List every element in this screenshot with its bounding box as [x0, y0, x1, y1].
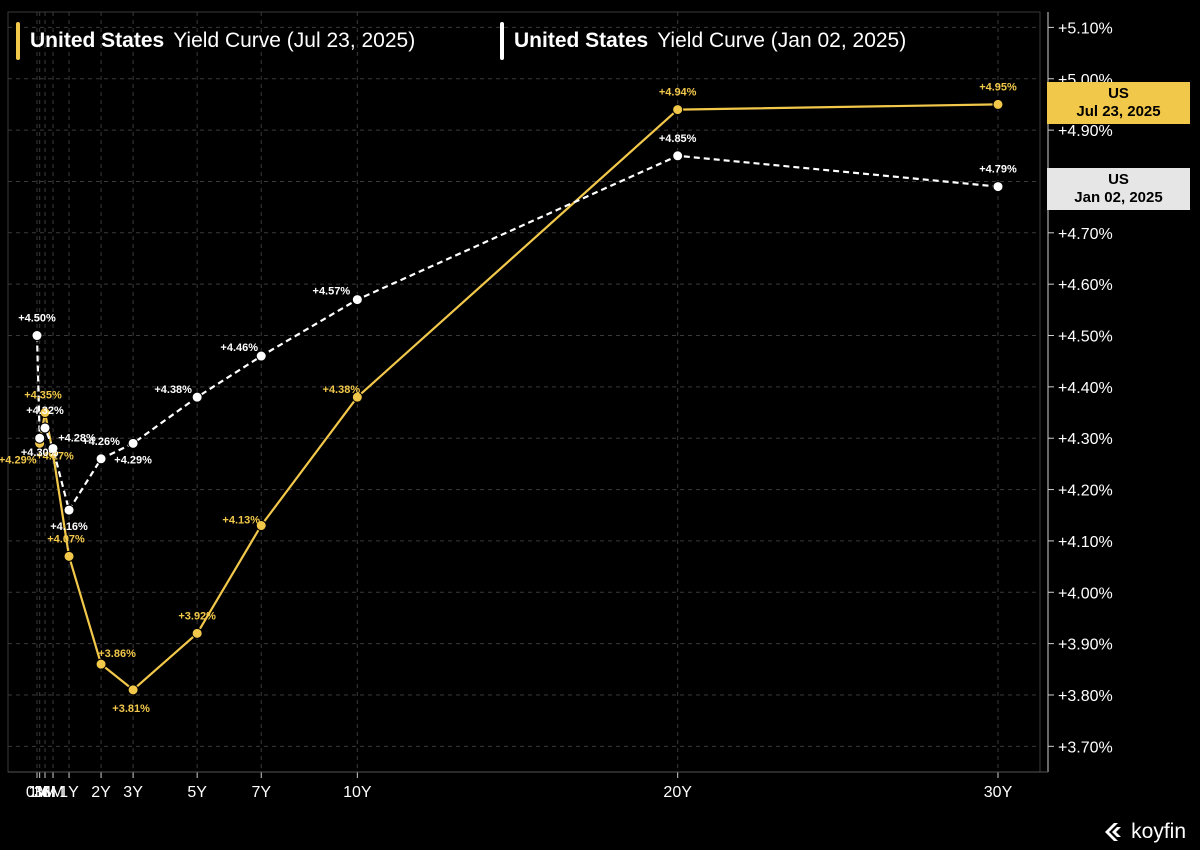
x-tick-label: 5Y: [187, 784, 207, 801]
data-point: [255, 520, 267, 532]
axes: +3.70% +3.80% +3.90% +4.00% +4.10% +4.20% +4.3…: [8, 12, 1113, 801]
data-label: +3.86%: [98, 648, 136, 660]
data-label: +4.57%: [313, 286, 351, 298]
data-label: +4.38%: [154, 384, 192, 396]
y-tick-label: +3.70%: [1058, 739, 1113, 756]
data-label: +4.16%: [50, 521, 88, 533]
last-value-badge-jul-2025: US Jul 23, 2025: [1047, 82, 1190, 124]
data-label: +4.30%: [21, 447, 59, 459]
legend-color-swatch: [500, 22, 504, 60]
data-point: [191, 391, 203, 403]
legend-country: United States: [30, 29, 165, 52]
legend-item-jul-2025[interactable]: United States Yield Curve (Jul 23, 2025): [16, 22, 415, 60]
series-line-0: [38, 103, 999, 692]
data-point: [351, 294, 363, 306]
x-tick-label: 20Y: [663, 784, 692, 801]
data-point: [31, 330, 43, 342]
x-tick-label: 30Y: [984, 784, 1013, 801]
data-label: +4.50%: [18, 313, 56, 325]
data-label: +4.46%: [220, 342, 258, 354]
koyfin-logo: koyfin: [1103, 820, 1186, 844]
y-tick-label: +4.60%: [1058, 277, 1113, 294]
legend-country: United States: [514, 29, 649, 52]
series-layer: [31, 98, 1004, 696]
data-point: [34, 432, 46, 444]
badge-line2: Jan 02, 2025: [1074, 189, 1163, 206]
data-label: +4.13%: [222, 515, 260, 527]
data-point: [47, 442, 59, 454]
data-label: +4.94%: [659, 87, 697, 99]
data-label: +4.26%: [82, 436, 120, 448]
data-point: [63, 504, 75, 516]
data-point: [191, 627, 203, 639]
data-point: [95, 658, 107, 670]
badge-line1: US: [1108, 171, 1129, 188]
data-point: [127, 684, 139, 696]
grid-lines: [7, 11, 1041, 773]
y-tick-label: +3.80%: [1058, 688, 1113, 705]
x-tick-label: 6M: [42, 784, 64, 801]
x-tick-label: 1Y: [59, 784, 79, 801]
y-tick-label: +4.20%: [1058, 483, 1113, 500]
y-tick-label: +4.70%: [1058, 226, 1113, 243]
x-tick-label: 7Y: [251, 784, 271, 801]
data-label: +4.07%: [47, 533, 85, 545]
y-tick-label: +4.00%: [1058, 585, 1113, 602]
data-point: [39, 422, 51, 434]
y-tick-label: +5.10%: [1058, 20, 1113, 37]
series-line-1: [35, 154, 999, 513]
data-label: +4.32%: [26, 405, 64, 417]
y-tick-label: +4.10%: [1058, 534, 1113, 551]
data-point: [95, 453, 107, 465]
data-point: [39, 407, 51, 419]
data-point: [255, 350, 267, 362]
x-tick-label: 0M: [26, 784, 48, 801]
data-label: +4.38%: [323, 384, 361, 396]
data-point: [992, 181, 1004, 193]
legend-item-jan-2025[interactable]: United States Yield Curve (Jan 02, 2025): [500, 22, 906, 60]
x-tick-label: 3Y: [123, 784, 143, 801]
badge-line1: US: [1108, 85, 1129, 102]
data-point: [63, 550, 75, 562]
y-tick-label: +4.30%: [1058, 431, 1113, 448]
koyfin-logo-text: koyfin: [1131, 820, 1186, 843]
data-label: +4.95%: [979, 81, 1017, 93]
data-label: +4.29%: [0, 454, 37, 466]
data-label: +4.79%: [979, 164, 1017, 176]
legend-label: Yield Curve (Jul 23, 2025): [173, 29, 416, 52]
legend-color-swatch: [16, 22, 20, 60]
koyfin-logo-icon: [1105, 823, 1122, 841]
data-label: +4.29%: [114, 454, 152, 466]
y-tick-label: +3.90%: [1058, 637, 1113, 654]
x-tick-label: 10Y: [343, 784, 372, 801]
badge-line2: Jul 23, 2025: [1076, 103, 1161, 120]
data-point: [672, 150, 684, 162]
data-label: +4.28%: [58, 432, 96, 444]
data-label: +4.35%: [24, 390, 62, 402]
data-label: +3.92%: [178, 610, 216, 622]
last-value-badge-jan-2025: US Jan 02, 2025: [1047, 168, 1190, 210]
data-point: [992, 98, 1004, 110]
data-point: [127, 437, 139, 449]
x-tick-label: 1M: [29, 784, 51, 801]
x-tick-label: 3M: [34, 784, 56, 801]
data-label: +3.81%: [112, 703, 150, 715]
data-point: [351, 391, 363, 403]
data-labels: +4.29% +4.35% +4.27% +4.07% +3.86% +3.81% +3.9…: [0, 81, 1017, 714]
x-tick-label: 2Y: [91, 784, 111, 801]
y-tick-label: +4.90%: [1058, 123, 1113, 140]
data-point: [672, 104, 684, 116]
data-label: +4.27%: [36, 451, 74, 463]
y-tick-label: +4.40%: [1058, 380, 1113, 397]
y-tick-label: +4.50%: [1058, 329, 1113, 346]
legend-label: Yield Curve (Jan 02, 2025): [657, 29, 907, 52]
data-label: +4.85%: [659, 133, 697, 145]
